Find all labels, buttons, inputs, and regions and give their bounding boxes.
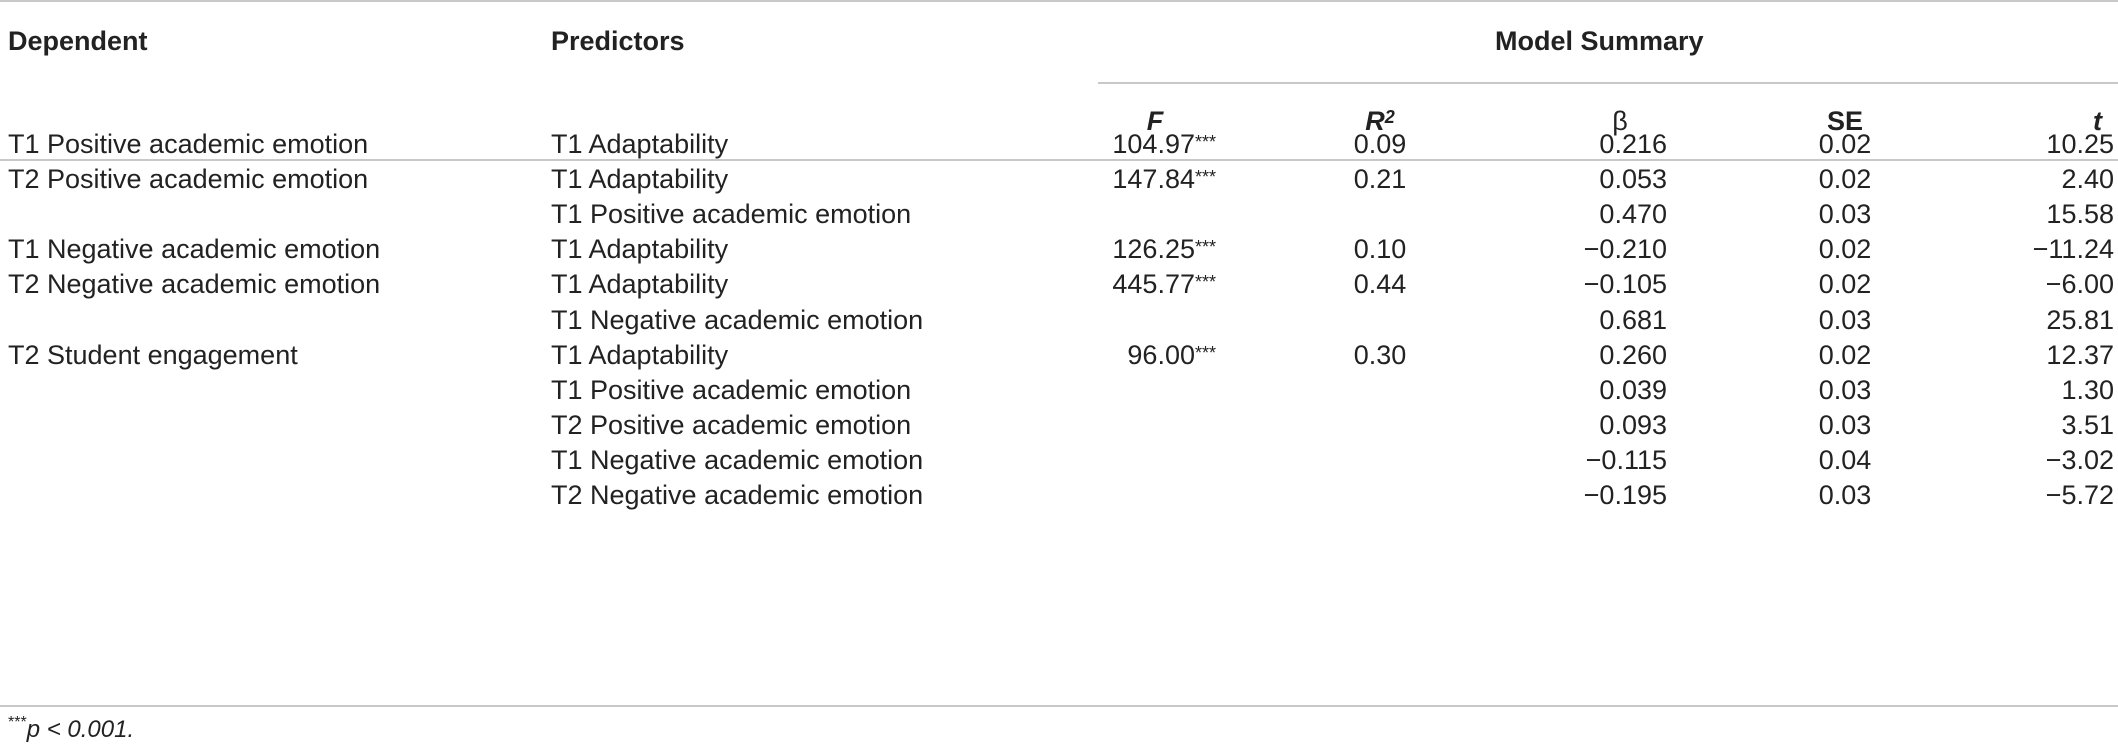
cell-beta: −0.195: [1583, 480, 1667, 510]
cell-se: 0.02: [1818, 234, 1872, 265]
cell-t: 15.58: [2046, 199, 2114, 230]
cell-beta: 0.093: [1599, 409, 1667, 440]
cell-r2: 0.21: [1353, 164, 1407, 195]
cell-se: 0.03: [1818, 374, 1872, 405]
cell-beta: −0.115: [1585, 444, 1667, 475]
header-model-summary: Model Summary: [1495, 26, 1704, 56]
cell-beta: 0.216: [1599, 129, 1667, 159]
cell-f-value: 126.25: [1112, 234, 1195, 265]
cell-dependent: T2 Student engagement: [8, 339, 298, 370]
cell-beta: 0.039: [1599, 374, 1667, 405]
table-row: T2 Positive academic emotion 0.093 0.03 3.5…: [0, 408, 2118, 443]
cell-r2: 0.44: [1353, 269, 1407, 300]
significance-stars: ***: [1194, 237, 1216, 258]
table-top-rule: [0, 0, 2118, 2]
cell-beta: 0.053: [1599, 164, 1667, 195]
cell-predictor: T1 Negative academic emotion: [551, 304, 924, 335]
cell-predictor: T1 Adaptability: [551, 234, 729, 265]
cell-f-value: 147.84: [1112, 164, 1195, 195]
header-beta: β: [1612, 106, 1628, 136]
cell-se: 0.03: [1818, 409, 1872, 440]
cell-se: 0.03: [1818, 199, 1872, 230]
header-t: t: [2093, 106, 2102, 136]
cell-f: 445.77***: [1112, 267, 1216, 302]
cell-predictor: T1 Positive academic emotion: [551, 374, 912, 405]
cell-f: 126.25***: [1112, 232, 1216, 267]
cell-se: 0.03: [1818, 480, 1872, 510]
cell-se: 0.02: [1818, 339, 1872, 370]
cell-predictor: T1 Positive academic emotion: [551, 199, 912, 230]
cell-f: 147.84***: [1112, 162, 1216, 197]
footnote-text: p < 0.001.: [26, 716, 135, 743]
table-row: T1 Positive academic emotion 0.039 0.03 1.3…: [0, 373, 2118, 408]
significance-stars: ***: [1194, 342, 1216, 363]
cell-t: 3.51: [2061, 409, 2114, 440]
cell-beta: −0.105: [1583, 269, 1667, 300]
cell-beta: 0.260: [1599, 339, 1667, 370]
table-row: T2 Negative academic emotion T1 Adaptabil…: [0, 267, 2118, 302]
cell-t: 12.37: [2046, 339, 2114, 370]
table-row: T2 Student engagement T1 Adaptability 96.0…: [0, 338, 2118, 373]
table-bottom-rule: [0, 705, 2118, 707]
cell-predictor: T2 Positive academic emotion: [551, 409, 912, 440]
cell-f-value: 445.77: [1112, 269, 1195, 300]
cell-t: 1.30: [2061, 374, 2114, 405]
header-dependent: Dependent: [8, 26, 148, 56]
cell-t: 10.25: [2046, 129, 2114, 159]
model-summary-group-rule: [1098, 82, 2118, 84]
table-row: T1 Negative academic emotion −0.115 0.04 −3…: [0, 443, 2118, 478]
cell-se: 0.03: [1818, 304, 1872, 335]
table-row: T1 Positive academic emotion T1 Adaptabil…: [0, 127, 2118, 162]
cell-f: 104.97***: [1112, 127, 1216, 162]
header-r2: R2: [1280, 106, 1480, 136]
cell-predictor: T1 Adaptability: [551, 269, 729, 300]
cell-beta: 0.681: [1599, 304, 1667, 335]
table-row: T1 Negative academic emotion T1 Adaptabil…: [0, 232, 2118, 267]
cell-predictor: T1 Negative academic emotion: [551, 444, 924, 475]
header-r2-base: R: [1365, 106, 1385, 136]
cell-t: −3.02: [2045, 444, 2114, 475]
cell-beta: 0.470: [1599, 199, 1667, 230]
cell-beta: −0.210: [1583, 234, 1667, 265]
table-footnote: ***p < 0.001.: [8, 714, 135, 744]
cell-t: −5.72: [2045, 480, 2114, 510]
table-row: T1 Positive academic emotion 0.470 0.03 15.…: [0, 197, 2118, 232]
table-row: T2 Positive academic emotion T1 Adaptabil…: [0, 162, 2118, 197]
significance-stars: ***: [1194, 132, 1216, 152]
cell-se: 0.02: [1818, 164, 1872, 195]
cell-dependent: T1 Negative academic emotion: [8, 234, 381, 265]
cell-r2: 0.10: [1353, 234, 1407, 265]
header-se: SE: [1826, 106, 1864, 136]
cell-t: −6.00: [2045, 269, 2114, 300]
cell-t: 2.40: [2061, 164, 2114, 195]
footnote-stars: ***: [8, 714, 27, 731]
significance-stars: ***: [1194, 167, 1216, 188]
header-r2-sup: 2: [1384, 107, 1395, 127]
cell-predictor: T2 Negative academic emotion: [551, 480, 924, 510]
cell-f-value: 104.97: [1112, 129, 1195, 159]
cell-f: 96.00***: [1127, 338, 1216, 373]
cell-r2: 0.09: [1353, 129, 1407, 159]
cell-se: 0.02: [1818, 129, 1872, 159]
header-bottom-rule: [0, 159, 2118, 161]
cell-predictor: T1 Adaptability: [551, 339, 729, 370]
header-predictors: Predictors: [551, 26, 685, 56]
cell-f-value: 96.00: [1127, 339, 1195, 370]
table-row: T2 Negative academic emotion −0.195 0.03 −5…: [0, 478, 2118, 513]
cell-se: 0.02: [1818, 269, 1872, 300]
cell-dependent: T2 Negative academic emotion: [8, 269, 381, 300]
header-f: F: [1146, 106, 1164, 136]
cell-r2: 0.30: [1353, 339, 1407, 370]
cell-t: 25.81: [2046, 304, 2114, 335]
cell-dependent: T2 Positive academic emotion: [8, 164, 369, 195]
cell-dependent: T1 Positive academic emotion: [8, 129, 369, 159]
cell-predictor: T1 Adaptability: [551, 164, 729, 195]
cell-predictor: T1 Adaptability: [551, 129, 729, 159]
table-row: T1 Negative academic emotion 0.681 0.03 25.…: [0, 303, 2118, 338]
cell-t: −11.24: [2032, 234, 2114, 265]
significance-stars: ***: [1194, 272, 1216, 293]
cell-se: 0.04: [1818, 444, 1872, 475]
